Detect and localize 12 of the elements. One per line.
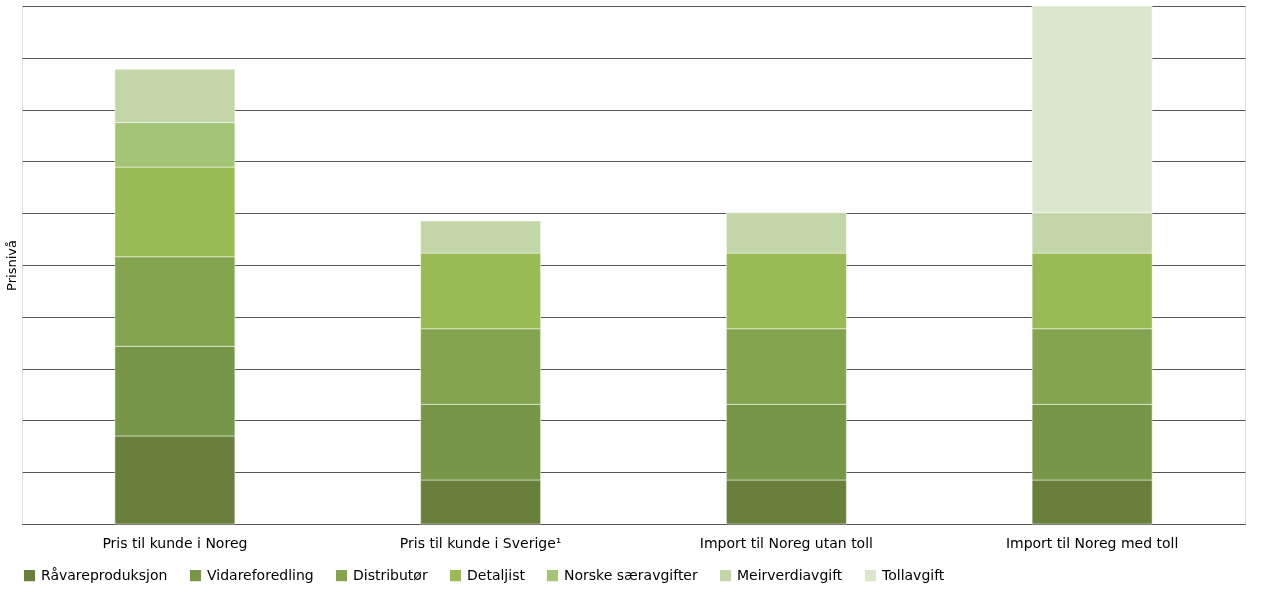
legend-label: Detaljist [467, 566, 526, 583]
y-axis-title: Prisnivå [3, 240, 19, 291]
legend-label: Norske særavgifter [564, 566, 698, 583]
x-tick-label: Import til Noreg med toll [1005, 534, 1179, 551]
x-tick-label: Import til Noreg utan toll [699, 534, 873, 551]
x-tick-label: Pris til kunde i Sverige¹ [399, 534, 562, 551]
legend-label: Distributør [353, 566, 428, 583]
legend-label: Meirverdiavgift [737, 566, 843, 583]
x-tick-label: Pris til kunde i Noreg [102, 534, 248, 551]
legend-label: Råvareproduksjon [41, 566, 168, 583]
legend-label: Tollavgift [881, 566, 945, 583]
legend-label: Vidareforedling [207, 566, 314, 583]
